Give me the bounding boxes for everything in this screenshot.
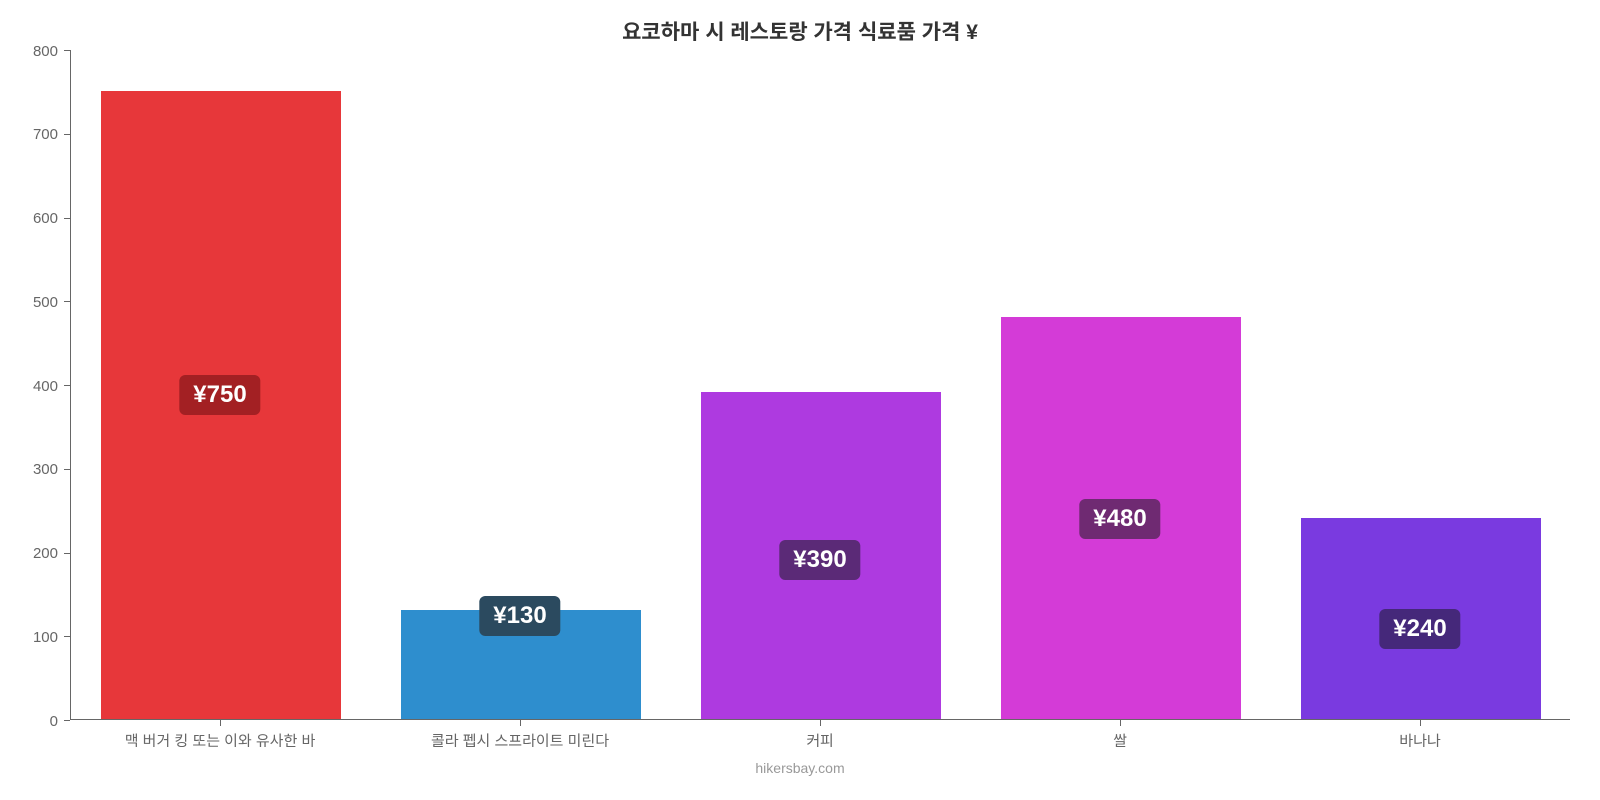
value-badge: ¥240	[1379, 609, 1460, 649]
x-tick-label: 쌀	[1113, 730, 1127, 751]
chart-credit: hikersbay.com	[0, 760, 1600, 776]
y-tick-label: 700	[0, 126, 58, 143]
y-tick-mark	[64, 720, 70, 721]
value-badge: ¥130	[479, 596, 560, 636]
y-tick-label: 400	[0, 378, 58, 395]
y-tick-mark	[64, 134, 70, 135]
x-tick-mark	[1120, 720, 1121, 726]
y-tick-label: 100	[0, 629, 58, 646]
y-tick-mark	[64, 50, 70, 51]
y-tick-mark	[64, 385, 70, 386]
value-badge: ¥750	[179, 375, 260, 415]
x-tick-label: 콜라 펩시 스프라이트 미린다	[431, 730, 609, 751]
plot-area	[70, 50, 1570, 720]
y-tick-mark	[64, 218, 70, 219]
x-tick-mark	[220, 720, 221, 726]
y-tick-mark	[64, 469, 70, 470]
x-tick-mark	[820, 720, 821, 726]
value-badge: ¥480	[1079, 499, 1160, 539]
x-tick-label: 맥 버거 킹 또는 이와 유사한 바	[125, 730, 316, 751]
y-tick-mark	[64, 636, 70, 637]
y-tick-label: 500	[0, 294, 58, 311]
y-tick-label: 200	[0, 545, 58, 562]
y-tick-label: 600	[0, 210, 58, 227]
x-tick-label: 커피	[806, 730, 834, 751]
y-tick-mark	[64, 301, 70, 302]
chart-title: 요코하마 시 레스토랑 가격 식료품 가격 ¥	[0, 16, 1600, 46]
x-tick-label: 바나나	[1399, 730, 1440, 751]
y-tick-label: 300	[0, 461, 58, 478]
bar-chart: 요코하마 시 레스토랑 가격 식료품 가격 ¥ hikersbay.com 0 1…	[0, 0, 1600, 800]
y-tick-label: 800	[0, 43, 58, 60]
y-tick-label: 0	[0, 713, 58, 730]
y-tick-mark	[64, 553, 70, 554]
x-tick-mark	[520, 720, 521, 726]
value-badge: ¥390	[779, 540, 860, 580]
x-tick-mark	[1420, 720, 1421, 726]
